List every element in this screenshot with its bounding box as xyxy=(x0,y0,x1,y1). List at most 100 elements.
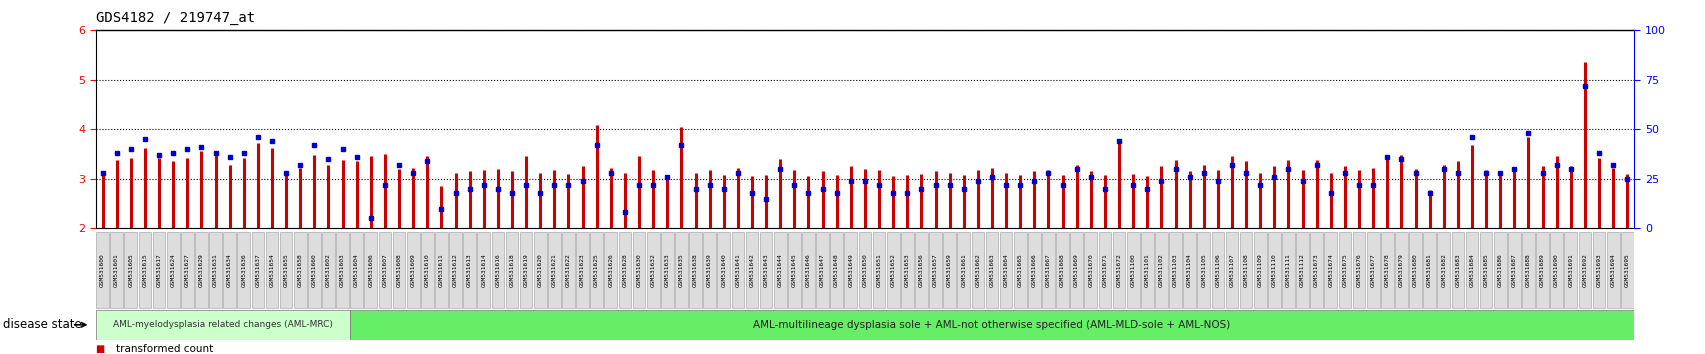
FancyBboxPatch shape xyxy=(520,232,532,308)
Text: GSM531671: GSM531671 xyxy=(1101,253,1107,287)
FancyBboxPatch shape xyxy=(280,232,292,308)
Text: GSM531612: GSM531612 xyxy=(454,253,457,287)
Text: ■: ■ xyxy=(95,344,104,354)
Text: GSM531638: GSM531638 xyxy=(692,253,697,287)
FancyBboxPatch shape xyxy=(873,232,885,308)
Text: GSM531646: GSM531646 xyxy=(805,253,810,287)
FancyBboxPatch shape xyxy=(576,232,588,308)
FancyBboxPatch shape xyxy=(957,232,970,308)
Text: GSM531629: GSM531629 xyxy=(199,253,205,287)
FancyBboxPatch shape xyxy=(900,232,914,308)
Text: transformed count: transformed count xyxy=(116,344,213,354)
Text: GSM531665: GSM531665 xyxy=(1018,253,1021,287)
Text: GSM531620: GSM531620 xyxy=(537,253,542,287)
FancyBboxPatch shape xyxy=(1494,232,1506,308)
FancyBboxPatch shape xyxy=(309,232,321,308)
Text: GSM531100: GSM531100 xyxy=(1130,253,1136,287)
Text: GSM531111: GSM531111 xyxy=(1286,253,1291,287)
Text: GSM531634: GSM531634 xyxy=(227,253,232,287)
Text: GSM531623: GSM531623 xyxy=(580,253,585,287)
FancyBboxPatch shape xyxy=(914,232,928,308)
Text: GSM531687: GSM531687 xyxy=(1511,253,1516,287)
FancyBboxPatch shape xyxy=(1620,232,1633,308)
Text: GSM531644: GSM531644 xyxy=(777,253,783,287)
Text: AML-myelodysplasia related changes (AML-MRC): AML-myelodysplasia related changes (AML-… xyxy=(113,320,332,329)
FancyBboxPatch shape xyxy=(1197,232,1209,308)
Text: GSM531609: GSM531609 xyxy=(411,253,416,287)
FancyBboxPatch shape xyxy=(1352,232,1364,308)
FancyBboxPatch shape xyxy=(1055,232,1069,308)
Text: GSM531677: GSM531677 xyxy=(1369,253,1374,287)
Text: GSM531681: GSM531681 xyxy=(1427,253,1430,287)
FancyBboxPatch shape xyxy=(561,232,575,308)
FancyBboxPatch shape xyxy=(745,232,759,308)
FancyBboxPatch shape xyxy=(237,232,251,308)
Text: GSM531655: GSM531655 xyxy=(283,253,288,287)
Text: GSM531682: GSM531682 xyxy=(1441,253,1446,287)
Text: GSM531643: GSM531643 xyxy=(764,253,769,287)
Text: GSM531686: GSM531686 xyxy=(1497,253,1502,287)
FancyBboxPatch shape xyxy=(167,232,179,308)
Text: GSM531103: GSM531103 xyxy=(1173,253,1178,287)
Text: GSM531108: GSM531108 xyxy=(1243,253,1248,287)
FancyBboxPatch shape xyxy=(421,232,433,308)
FancyBboxPatch shape xyxy=(1395,232,1407,308)
Text: GSM531610: GSM531610 xyxy=(425,253,430,287)
Text: GSM531673: GSM531673 xyxy=(1313,253,1318,287)
FancyBboxPatch shape xyxy=(477,232,489,308)
FancyBboxPatch shape xyxy=(1211,232,1224,308)
Text: GSM531664: GSM531664 xyxy=(1003,253,1008,287)
Text: GSM531672: GSM531672 xyxy=(1115,253,1120,287)
FancyBboxPatch shape xyxy=(788,232,800,308)
Text: GSM531662: GSM531662 xyxy=(975,253,980,287)
Text: GSM531685: GSM531685 xyxy=(1483,253,1488,287)
FancyBboxPatch shape xyxy=(365,232,377,308)
FancyBboxPatch shape xyxy=(406,232,419,308)
Text: GSM531656: GSM531656 xyxy=(919,253,924,287)
Text: GSM531600: GSM531600 xyxy=(101,253,106,287)
FancyBboxPatch shape xyxy=(858,232,871,308)
Text: GSM531601: GSM531601 xyxy=(114,253,119,287)
Text: GSM531621: GSM531621 xyxy=(551,253,556,287)
FancyBboxPatch shape xyxy=(1240,232,1251,308)
Text: GSM531640: GSM531640 xyxy=(721,253,726,287)
Text: GSM531659: GSM531659 xyxy=(946,253,951,287)
Text: GSM531675: GSM531675 xyxy=(1342,253,1347,287)
Text: GSM531645: GSM531645 xyxy=(791,253,796,287)
Text: GSM531674: GSM531674 xyxy=(1328,253,1333,287)
FancyBboxPatch shape xyxy=(181,232,194,308)
Text: GSM531637: GSM531637 xyxy=(256,253,261,287)
FancyBboxPatch shape xyxy=(633,232,644,308)
Text: GSM531630: GSM531630 xyxy=(636,253,641,287)
Text: GSM531653: GSM531653 xyxy=(904,253,909,287)
FancyBboxPatch shape xyxy=(970,232,984,308)
Text: GSM531607: GSM531607 xyxy=(382,253,387,287)
Text: GSM531614: GSM531614 xyxy=(481,253,486,287)
FancyBboxPatch shape xyxy=(194,232,208,308)
FancyBboxPatch shape xyxy=(350,232,363,308)
FancyBboxPatch shape xyxy=(491,232,505,308)
FancyBboxPatch shape xyxy=(1296,232,1308,308)
Text: GSM531618: GSM531618 xyxy=(510,253,515,287)
FancyBboxPatch shape xyxy=(619,232,631,308)
Text: GSM531605: GSM531605 xyxy=(128,253,133,287)
Text: GSM531109: GSM531109 xyxy=(1257,253,1262,287)
Text: GSM531647: GSM531647 xyxy=(820,253,825,287)
Text: GSM531669: GSM531669 xyxy=(1074,253,1079,287)
FancyBboxPatch shape xyxy=(689,232,701,308)
FancyBboxPatch shape xyxy=(534,232,546,308)
FancyBboxPatch shape xyxy=(124,232,136,308)
FancyBboxPatch shape xyxy=(1168,232,1182,308)
FancyBboxPatch shape xyxy=(1534,232,1548,308)
FancyBboxPatch shape xyxy=(801,232,815,308)
FancyBboxPatch shape xyxy=(435,232,447,308)
Text: GSM531692: GSM531692 xyxy=(1582,253,1587,287)
Text: GSM531632: GSM531632 xyxy=(650,253,655,287)
FancyBboxPatch shape xyxy=(1465,232,1478,308)
Text: GSM531691: GSM531691 xyxy=(1567,253,1572,287)
FancyBboxPatch shape xyxy=(590,232,602,308)
Text: GSM531110: GSM531110 xyxy=(1272,253,1275,287)
Text: GSM531613: GSM531613 xyxy=(467,253,472,287)
FancyBboxPatch shape xyxy=(1563,232,1575,308)
Text: GSM531112: GSM531112 xyxy=(1299,253,1304,287)
